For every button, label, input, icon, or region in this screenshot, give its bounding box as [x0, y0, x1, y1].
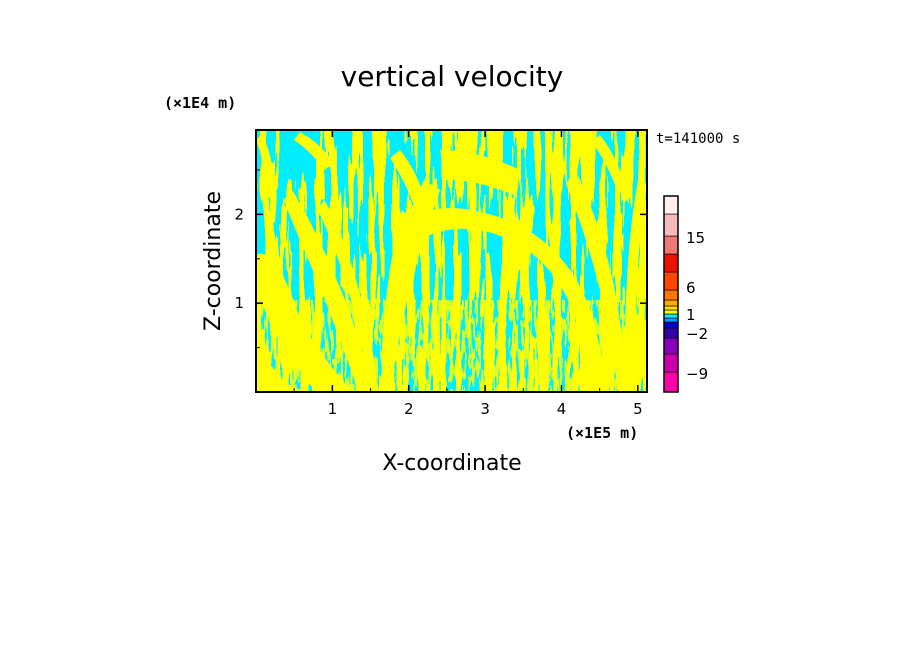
y-tick-label: 1: [234, 294, 244, 312]
colorbar-level: [663, 309, 679, 315]
colorbar-tick-label: −9: [686, 365, 708, 383]
colorbar-level: [663, 305, 679, 311]
colorbar-level: [663, 299, 679, 307]
x-tick-label: 1: [328, 400, 338, 418]
plot-frame: [255, 129, 648, 393]
upper-left-streak: [256, 134, 276, 198]
upper-streak-a: [390, 150, 426, 206]
upper-blob-center: [440, 150, 520, 196]
field-fine-texture: [256, 300, 647, 392]
colorbar-level: [663, 213, 679, 237]
x-tick-label: 3: [480, 400, 490, 418]
colorbar-level: [663, 289, 679, 301]
chart-title: vertical velocity: [341, 60, 564, 93]
x-tick-label: 2: [404, 400, 414, 418]
colorbar-tick-label: 1: [686, 306, 696, 324]
colorbar-level: [663, 327, 679, 339]
colorbar-tick-label: 6: [686, 279, 696, 297]
x-tick-label: 4: [557, 400, 567, 418]
colorbar-level: [663, 253, 679, 273]
y-tick-label: 2: [234, 205, 244, 223]
x-axis-label: X-coordinate: [382, 451, 521, 476]
axes-ticks: 1 2 3 4 5 1 2: [234, 130, 647, 418]
colorbar-frame: [663, 195, 679, 393]
colorbar-level: [663, 235, 679, 255]
colorbar-level: [663, 371, 679, 393]
arch-outer: [400, 208, 606, 392]
colorbar-level: [663, 317, 679, 323]
colorbar-level: [663, 321, 679, 329]
colorbar-level: [663, 337, 679, 355]
y-axis-label: Z-coordinate: [201, 191, 226, 331]
y-axis-unit: (×1E4 m): [164, 94, 236, 112]
upper-left-streak-b: [294, 132, 334, 170]
colorbar-level: [663, 195, 679, 215]
band-left: [256, 253, 352, 392]
x-tick-label: 5: [633, 400, 643, 418]
velocity-field: [256, 130, 647, 392]
x-axis-unit: (×1E5 m): [566, 424, 638, 442]
colorbar-level: [663, 353, 679, 373]
colorbar-level: [663, 271, 679, 291]
colorbar-tick-label: 15: [686, 229, 705, 247]
colorbar-tick-label: −2: [686, 325, 708, 343]
colorbar-level: [663, 313, 679, 319]
colorbar: 15 6 1−2 −9: [663, 195, 708, 393]
plume-right-top: [592, 135, 626, 194]
time-label: t=141000 s: [656, 131, 740, 147]
